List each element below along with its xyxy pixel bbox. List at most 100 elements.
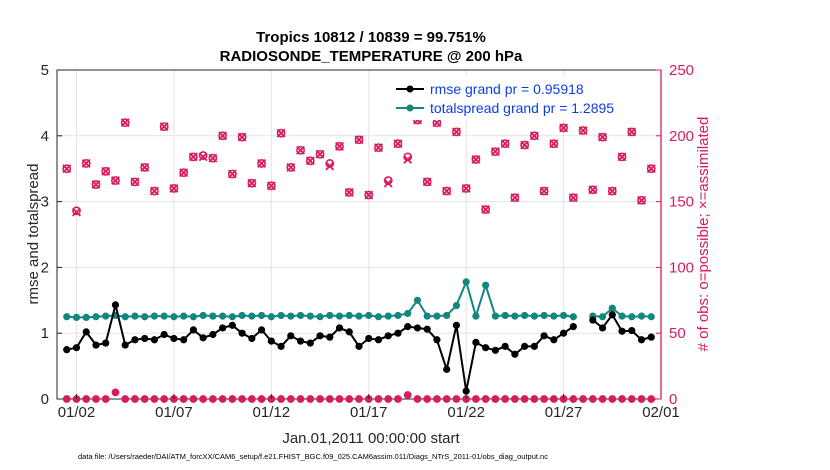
obs-assimilated-point — [198, 152, 208, 162]
totalspread-point — [131, 312, 139, 320]
totalspread-point — [550, 312, 558, 320]
obs-rejected-point — [140, 395, 149, 403]
obs-possible-point — [452, 127, 461, 137]
rmse-point — [345, 328, 353, 336]
totalspread-point — [296, 311, 305, 320]
y-right-tick-label: 250 — [669, 62, 694, 79]
totalspread-point — [170, 313, 178, 321]
totalspread-point — [569, 313, 577, 321]
rmse-point — [365, 334, 373, 343]
obs-assimilated-point — [607, 186, 617, 196]
obs-possible-point — [646, 164, 656, 174]
obs-possible-point — [150, 186, 159, 196]
obs-assimilated-point — [101, 166, 111, 176]
totalspread-point — [72, 313, 81, 322]
obs-assimilated-point — [646, 164, 656, 174]
obs-rejected-point — [608, 395, 617, 403]
totalspread-line — [66, 280, 574, 319]
obs-possible-point — [140, 162, 150, 172]
obs-rejected-point — [189, 395, 198, 403]
obs-possible-point — [276, 128, 286, 138]
obs-possible-point — [374, 143, 383, 153]
obs-rejected-point — [199, 395, 208, 403]
rmse-point — [150, 336, 159, 344]
totalspread-point — [189, 313, 197, 321]
obs-assimilated-point — [72, 207, 81, 217]
obs-possible-point — [598, 132, 607, 142]
totalspread-point — [257, 311, 266, 320]
rmse-point — [287, 332, 295, 340]
totalspread-point — [598, 313, 607, 321]
totalspread-point — [316, 313, 324, 321]
obs-possible-point — [354, 135, 364, 145]
obs-possible-point — [578, 126, 588, 135]
totalspread-point — [238, 311, 246, 320]
totalspread-point — [559, 311, 568, 320]
obs-possible-point — [637, 195, 646, 205]
y-right-tick-label: 50 — [669, 325, 686, 342]
legend-marker-rmse — [406, 85, 414, 93]
obs-possible-point — [257, 159, 266, 168]
obs-possible-point — [101, 166, 111, 176]
obs-rejected-point — [588, 395, 597, 403]
rmse-point — [72, 344, 81, 352]
obs-possible-point — [296, 145, 305, 155]
obs-assimilated-point — [568, 193, 578, 203]
obs-assimilated-point — [296, 145, 305, 155]
obs-rejected-point — [549, 395, 558, 403]
chart-title-line1: Tropics 10812 / 10839 = 99.751% — [256, 29, 486, 46]
totalspread-point — [413, 296, 422, 304]
rmse-point — [219, 324, 227, 332]
obs-possible-point — [237, 132, 247, 142]
obs-rejected-point — [150, 395, 159, 403]
totalspread-point — [180, 312, 188, 320]
series-layer — [62, 115, 656, 403]
y-right-tick-label: 150 — [669, 194, 694, 211]
totalspread-point — [326, 311, 334, 320]
rmse-point — [248, 334, 256, 343]
axis-layer: 01/02 01/07 01/12 01/17 01/22 01/27 02/0101234… — [41, 62, 694, 421]
obs-rejected-point — [257, 395, 266, 403]
obs-assimilated-point — [490, 147, 500, 157]
rmse-point — [404, 323, 412, 331]
totalspread-point — [608, 304, 616, 312]
totalspread-point — [199, 311, 207, 320]
totalspread-point — [150, 312, 159, 320]
obs-rejected-point — [618, 395, 626, 403]
obs-rejected-point — [131, 395, 139, 403]
obs-rejected-point — [442, 395, 451, 403]
obs-rejected-point — [335, 395, 344, 403]
obs-assimilated-point — [471, 155, 481, 164]
rmse-point — [384, 332, 392, 340]
rmse-point — [540, 332, 548, 340]
obs-possible-point — [111, 176, 120, 185]
rmse-point — [530, 342, 538, 350]
obs-rejected-point — [179, 395, 188, 403]
obs-assimilated-point — [393, 139, 403, 149]
y-left-tick-label: 5 — [41, 62, 49, 79]
rmse-point — [111, 301, 120, 309]
obs-assimilated-point — [179, 168, 189, 178]
obs-possible-point — [607, 186, 617, 196]
x-tick-label: 02/01 — [642, 404, 680, 421]
obs-assimilated-point — [598, 132, 607, 142]
obs-rejected-point — [627, 395, 636, 403]
obs-assimilated-point — [335, 141, 344, 151]
obs-rejected-point — [208, 395, 217, 403]
obs-assimilated-point — [627, 127, 637, 137]
rmse-point — [608, 311, 616, 319]
rmse-point — [452, 321, 461, 329]
rmse-point — [238, 329, 246, 337]
rmse-point — [141, 334, 149, 343]
obs-assimilated-point — [374, 143, 383, 153]
rmse-point — [569, 323, 577, 331]
obs-assimilated-point — [539, 186, 549, 196]
rmse-point — [131, 336, 139, 344]
rmse-point — [316, 332, 324, 340]
obs-rejected-point — [569, 395, 578, 403]
obs-possible-point — [364, 190, 374, 200]
obs-rejected-point — [423, 395, 432, 403]
obs-possible-point — [188, 152, 198, 162]
obs-rejected-point — [637, 395, 646, 403]
rmse-point — [326, 333, 334, 341]
